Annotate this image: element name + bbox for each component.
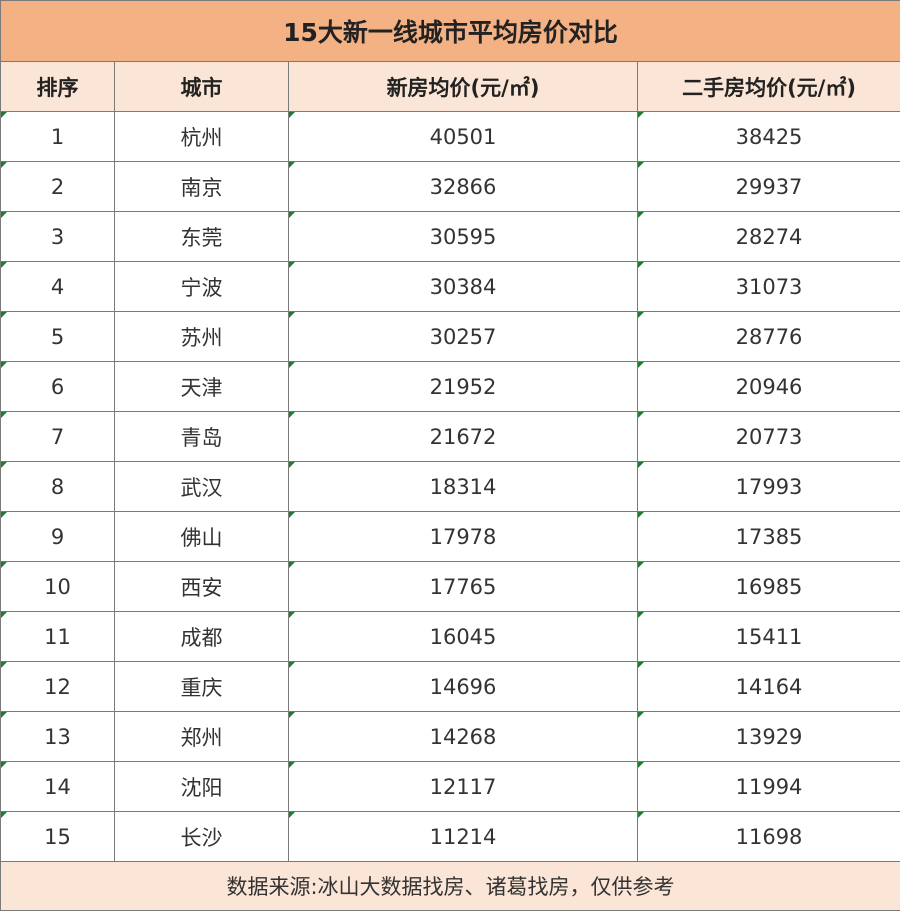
header-new-price: 新房均价(元/㎡): [288, 61, 638, 112]
cell-rank: 2: [0, 161, 115, 212]
cell-city: 天津: [114, 361, 289, 412]
cell-new-price: 32866: [288, 161, 638, 212]
table-row: 8 武汉 18314 17993: [0, 461, 900, 512]
table-row: 1 杭州 40501 38425: [0, 111, 900, 162]
cell-rank: 10: [0, 561, 115, 612]
cell-used-price: 20773: [636, 411, 900, 462]
table-row: 3 东莞 30595 28274: [0, 211, 900, 262]
cell-new-price: 17978: [288, 511, 638, 562]
cell-city: 杭州: [114, 111, 289, 162]
cell-used-price: 20946: [636, 361, 900, 412]
cell-rank: 15: [0, 811, 115, 862]
cell-new-price: 14268: [288, 711, 638, 762]
cell-city: 青岛: [114, 411, 289, 462]
header-row: 排序 城市 新房均价(元/㎡) 二手房均价(元/㎡): [0, 61, 900, 112]
cell-new-price: 30257: [288, 311, 638, 362]
table-row: 15 长沙 11214 11698: [0, 811, 900, 862]
cell-new-price: 11214: [288, 811, 638, 862]
cell-new-price: 14696: [288, 661, 638, 712]
cell-city: 郑州: [114, 711, 289, 762]
table-row: 12 重庆 14696 14164: [0, 661, 900, 712]
header-rank: 排序: [0, 61, 115, 112]
cell-rank: 11: [0, 611, 115, 662]
cell-used-price: 11698: [636, 811, 900, 862]
header-used-price: 二手房均价(元/㎡): [636, 61, 900, 112]
cell-city: 武汉: [114, 461, 289, 512]
cell-used-price: 31073: [636, 261, 900, 312]
cell-new-price: 18314: [288, 461, 638, 512]
cell-rank: 8: [0, 461, 115, 512]
cell-city: 重庆: [114, 661, 289, 712]
cell-used-price: 11994: [636, 761, 900, 812]
cell-city: 长沙: [114, 811, 289, 862]
cell-new-price: 17765: [288, 561, 638, 612]
cell-new-price: 30595: [288, 211, 638, 262]
cell-used-price: 16985: [636, 561, 900, 612]
cell-rank: 1: [0, 111, 115, 162]
cell-used-price: 28776: [636, 311, 900, 362]
cell-new-price: 12117: [288, 761, 638, 812]
table-row: 5 苏州 30257 28776: [0, 311, 900, 362]
cell-rank: 9: [0, 511, 115, 562]
cell-rank: 7: [0, 411, 115, 462]
cell-city: 苏州: [114, 311, 289, 362]
table-title: 15大新一线城市平均房价对比: [0, 0, 900, 62]
table-footer-source: 数据来源:冰山大数据找房、诸葛找房，仅供参考: [0, 861, 900, 911]
table-row: 11 成都 16045 15411: [0, 611, 900, 662]
cell-new-price: 21672: [288, 411, 638, 462]
table-row: 14 沈阳 12117 11994: [0, 761, 900, 812]
cell-used-price: 17385: [636, 511, 900, 562]
cell-used-price: 17993: [636, 461, 900, 512]
cell-rank: 5: [0, 311, 115, 362]
cell-used-price: 14164: [636, 661, 900, 712]
table-row: 4 宁波 30384 31073: [0, 261, 900, 312]
cell-rank: 3: [0, 211, 115, 262]
cell-city: 沈阳: [114, 761, 289, 812]
table-row: 13 郑州 14268 13929: [0, 711, 900, 762]
cell-new-price: 21952: [288, 361, 638, 412]
cell-city: 成都: [114, 611, 289, 662]
table-row: 7 青岛 21672 20773: [0, 411, 900, 462]
table-row: 10 西安 17765 16985: [0, 561, 900, 612]
cell-new-price: 40501: [288, 111, 638, 162]
table-row: 6 天津 21952 20946: [0, 361, 900, 412]
table-row: 9 佛山 17978 17385: [0, 511, 900, 562]
cell-city: 西安: [114, 561, 289, 612]
header-city: 城市: [114, 61, 289, 112]
cell-rank: 4: [0, 261, 115, 312]
cell-city: 宁波: [114, 261, 289, 312]
cell-rank: 6: [0, 361, 115, 412]
cell-rank: 12: [0, 661, 115, 712]
cell-new-price: 16045: [288, 611, 638, 662]
cell-rank: 14: [0, 761, 115, 812]
cell-city: 南京: [114, 161, 289, 212]
cell-rank: 13: [0, 711, 115, 762]
table-row: 2 南京 32866 29937: [0, 161, 900, 212]
cell-city: 佛山: [114, 511, 289, 562]
cell-city: 东莞: [114, 211, 289, 262]
cell-used-price: 38425: [636, 111, 900, 162]
cell-used-price: 28274: [636, 211, 900, 262]
cell-used-price: 13929: [636, 711, 900, 762]
cell-used-price: 29937: [636, 161, 900, 212]
cell-new-price: 30384: [288, 261, 638, 312]
cell-used-price: 15411: [636, 611, 900, 662]
